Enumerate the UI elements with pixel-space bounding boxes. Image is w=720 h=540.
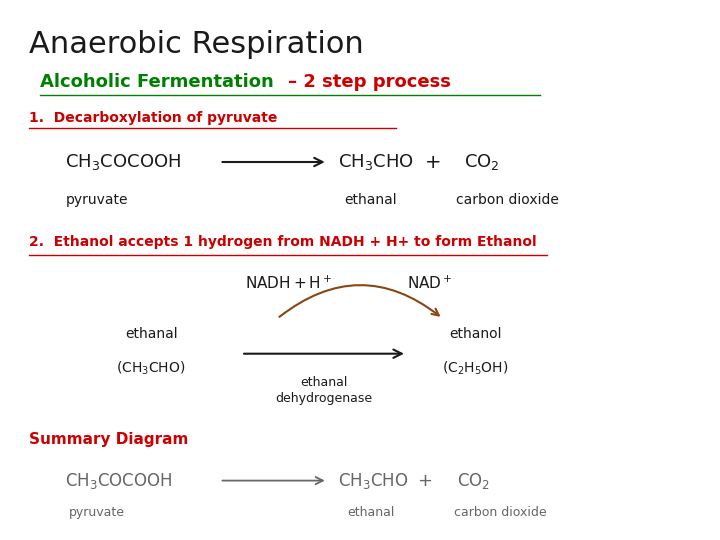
Text: carbon dioxide: carbon dioxide — [456, 193, 559, 207]
Text: $\mathregular{CH_3COCOOH}$: $\mathregular{CH_3COCOOH}$ — [65, 470, 172, 491]
Text: $\mathregular{NADH + H^+}$: $\mathregular{NADH + H^+}$ — [245, 275, 332, 292]
Text: Summary Diagram: Summary Diagram — [29, 432, 188, 447]
Text: $\mathregular{CH_3CHO}$: $\mathregular{CH_3CHO}$ — [338, 470, 409, 491]
Text: $\mathregular{CH_3CHO}$: $\mathregular{CH_3CHO}$ — [338, 152, 415, 172]
Text: carbon dioxide: carbon dioxide — [454, 506, 546, 519]
Text: – 2 step process: – 2 step process — [287, 73, 451, 91]
Text: 2.  Ethanol accepts 1 hydrogen from NADH + H+ to form Ethanol: 2. Ethanol accepts 1 hydrogen from NADH … — [29, 235, 536, 249]
Text: pyruvate: pyruvate — [69, 506, 125, 519]
Text: $+$: $+$ — [424, 152, 440, 172]
Text: $+$: $+$ — [417, 471, 433, 490]
Text: $\mathregular{(C_2H_5OH)}$: $\mathregular{(C_2H_5OH)}$ — [442, 360, 508, 377]
Text: Anaerobic Respiration: Anaerobic Respiration — [29, 30, 364, 59]
Text: Alcoholic Fermentation: Alcoholic Fermentation — [40, 73, 279, 91]
Text: ethanal: ethanal — [344, 193, 397, 207]
Text: $\mathregular{CO_2}$: $\mathregular{CO_2}$ — [457, 470, 490, 491]
Text: $\mathregular{CH_3COCOOH}$: $\mathregular{CH_3COCOOH}$ — [65, 152, 181, 172]
Text: $\mathregular{CO_2}$: $\mathregular{CO_2}$ — [464, 152, 500, 172]
Text: dehydrogenase: dehydrogenase — [276, 392, 372, 404]
Text: ethanal: ethanal — [300, 376, 348, 389]
Text: ethanol: ethanol — [449, 327, 501, 341]
Text: pyruvate: pyruvate — [66, 193, 128, 207]
Text: $\mathregular{NAD^+}$: $\mathregular{NAD^+}$ — [407, 275, 452, 292]
Text: ethanal: ethanal — [125, 327, 178, 341]
Text: 1.  Decarboxylation of pyruvate: 1. Decarboxylation of pyruvate — [29, 111, 277, 125]
Text: $\mathregular{(CH_3CHO)}$: $\mathregular{(CH_3CHO)}$ — [117, 360, 186, 377]
Text: ethanal: ethanal — [347, 506, 395, 519]
